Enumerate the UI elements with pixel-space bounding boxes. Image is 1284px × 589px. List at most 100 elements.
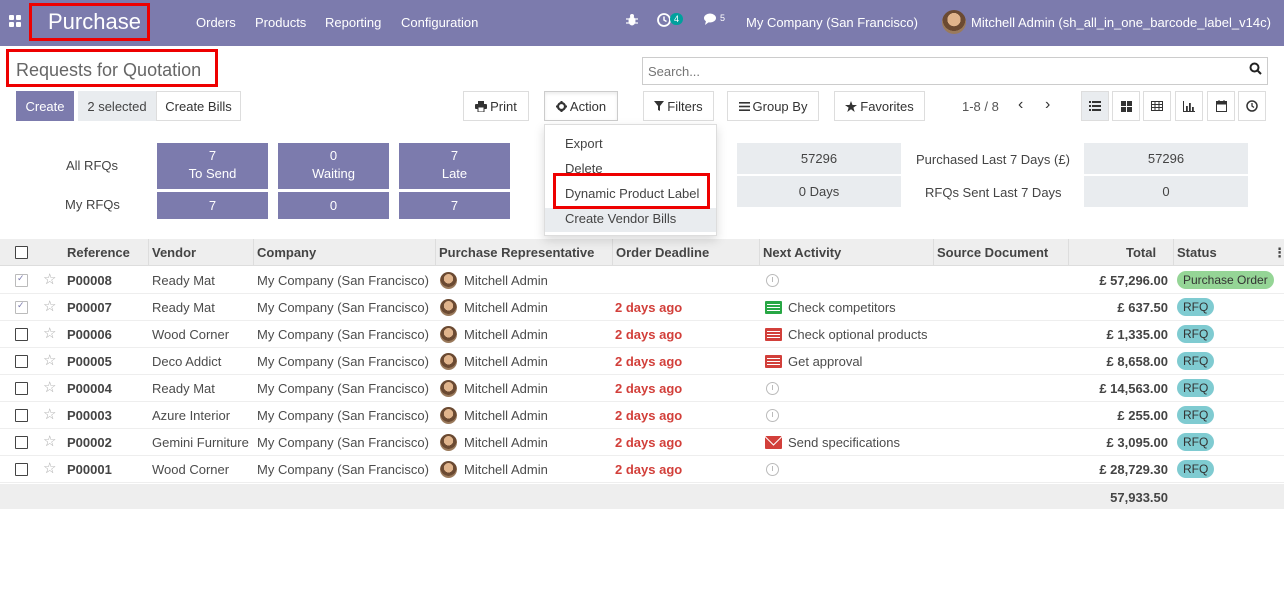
col-vendor[interactable]: Vendor [152,245,197,260]
activity-count-badge: 4 [670,13,684,25]
row-checkbox[interactable] [15,355,28,368]
select-all-checkbox[interactable] [15,246,28,259]
group-by-label: Group By [752,98,808,114]
menu-reporting[interactable]: Reporting [325,15,382,30]
clock-icon[interactable] [766,463,779,476]
todo-red-icon[interactable] [765,328,782,341]
bug-icon[interactable] [626,13,638,30]
kanban-view-icon[interactable] [1112,91,1140,121]
menu-item-dynamic-product-label[interactable]: Dynamic Product Label [565,186,700,201]
group-by-button[interactable]: Group By [727,91,819,121]
priority-star-icon[interactable]: ☆ [43,379,57,396]
table-row[interactable]: ☆ P00006 Wood Corner My Company (San Fra… [0,321,1284,348]
clock-icon[interactable] [766,409,779,422]
app-menu-icon[interactable] [9,15,21,27]
pivot-view-icon[interactable] [1143,91,1171,121]
todo-red-icon[interactable] [765,355,782,368]
menu-orders[interactable]: Orders [196,15,236,30]
row-company: My Company (San Francisco) [257,327,429,342]
activity-clock-icon[interactable] [657,13,671,30]
row-checkbox[interactable] [15,463,28,476]
status-badge: RFQ [1177,379,1215,397]
table-row[interactable]: ☆ P00003 Azure Interior My Company (San … [0,402,1284,429]
priority-star-icon[interactable]: ☆ [43,298,57,315]
table-row[interactable]: ☆ P00001 Wood Corner My Company (San Fra… [0,456,1284,483]
action-button[interactable]: Action [544,91,618,121]
col-representative[interactable]: Purchase Representative [439,245,595,260]
todo-green-icon[interactable] [765,301,782,314]
row-checkbox[interactable] [15,436,28,449]
row-reference: P00004 [67,381,112,396]
priority-star-icon[interactable]: ☆ [43,406,57,423]
table-footer: 57,933.50 [0,484,1284,509]
col-company[interactable]: Company [257,245,317,260]
user-menu[interactable]: Mitchell Admin (sh_all_in_one_barcode_la… [971,15,1271,30]
priority-star-icon[interactable]: ☆ [43,325,57,342]
clock-icon[interactable] [766,382,779,395]
table-row[interactable]: ☆ P00002 Gemini Furniture My Company (Sa… [0,429,1284,456]
brand-highlight-box [29,3,150,41]
menu-item-create-vendor-bills[interactable]: Create Vendor Bills [565,211,677,226]
table-row[interactable]: ☆ P00005 Deco Addict My Company (San Fra… [0,348,1284,375]
row-vendor: Gemini Furniture [152,435,249,450]
search-icon[interactable] [1249,62,1262,78]
row-representative: Mitchell Admin [464,408,548,423]
tile-to-send[interactable]: 7 To Send [157,143,268,189]
search-input[interactable] [648,64,1228,79]
print-button[interactable]: Print [463,91,529,121]
row-checkbox[interactable] [15,273,28,287]
priority-star-icon[interactable]: ☆ [43,433,57,450]
col-total[interactable]: Total [1126,245,1157,260]
filters-button[interactable]: Filters [643,91,714,121]
calendar-view-icon[interactable] [1207,91,1235,121]
col-next-activity[interactable]: Next Activity [763,245,842,260]
user-avatar[interactable] [942,10,966,34]
status-badge: RFQ [1177,406,1215,424]
row-deadline: 2 days ago [615,462,683,477]
tile-my-to-send[interactable]: 7 [157,192,268,219]
row-total: £ 28,729.30 [1099,462,1168,477]
table-row[interactable]: ☆ P00007 Ready Mat My Company (San Franc… [0,294,1284,321]
col-order-deadline[interactable]: Order Deadline [616,245,710,260]
pager-value[interactable]: 1-8 / 8 [962,99,999,114]
row-checkbox[interactable] [15,328,28,341]
search-bar[interactable] [642,57,1268,85]
priority-star-icon[interactable]: ☆ [43,460,57,477]
tile-my-waiting[interactable]: 0 [278,192,389,219]
pager-next-icon[interactable]: › [1045,96,1051,113]
graph-view-icon[interactable] [1175,91,1203,121]
create-button[interactable]: Create [16,91,74,121]
tile-waiting[interactable]: 0 Waiting [278,143,389,189]
col-source-document[interactable]: Source Document [937,245,1049,260]
table-row[interactable]: ☆ P00004 Ready Mat My Company (San Franc… [0,375,1284,402]
mail-icon[interactable] [765,436,782,449]
col-status[interactable]: Status [1177,245,1217,260]
clock-icon[interactable] [766,274,779,287]
avatar [440,461,457,478]
pager-previous-icon[interactable]: ‹ [1018,96,1024,113]
favorites-button[interactable]: Favorites [834,91,925,121]
list-view-icon[interactable] [1081,91,1109,121]
priority-star-icon[interactable]: ☆ [43,271,57,288]
row-checkbox[interactable] [15,382,28,395]
action-label: Action [569,98,607,114]
row-checkbox[interactable] [15,409,28,422]
tile-my-late[interactable]: 7 [399,192,510,219]
menu-configuration[interactable]: Configuration [401,15,479,30]
menu-item-delete[interactable]: Delete [565,161,603,176]
printer-icon [475,100,488,112]
menu-item-export[interactable]: Export [565,136,603,151]
create-bills-button[interactable]: Create Bills [156,91,241,121]
col-reference[interactable]: Reference [67,245,130,260]
menu-products[interactable]: Products [255,15,307,30]
chat-icon[interactable] [704,13,718,29]
app-brand[interactable]: Purchase [48,9,141,34]
optional-columns-icon[interactable]: ⋮ [1273,245,1284,260]
company-switcher[interactable]: My Company (San Francisco) [746,15,918,30]
activity-view-icon[interactable] [1238,91,1266,121]
row-company: My Company (San Francisco) [257,273,429,288]
row-checkbox[interactable] [15,300,28,314]
table-row[interactable]: ☆ P00008 Ready Mat My Company (San Franc… [0,267,1284,294]
tile-late[interactable]: 7 Late [399,143,510,189]
priority-star-icon[interactable]: ☆ [43,352,57,369]
